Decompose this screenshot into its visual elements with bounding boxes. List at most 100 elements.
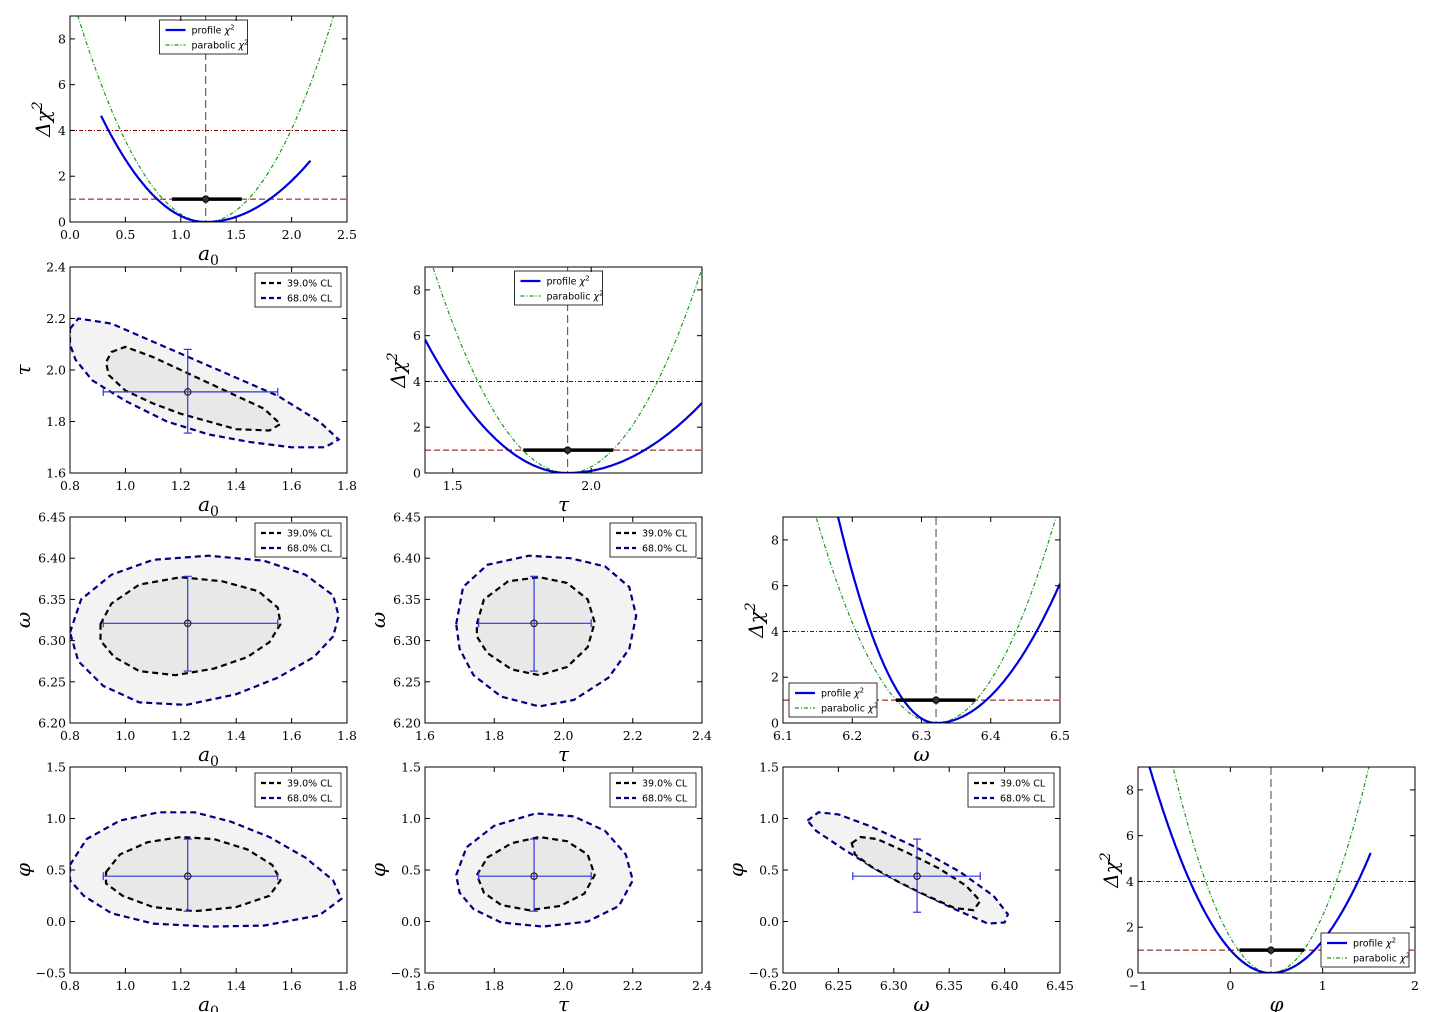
x-tick-label: 2.2 — [623, 728, 643, 743]
x-axis-label: a0 — [198, 992, 219, 1012]
x-tick-label: 1.4 — [226, 978, 246, 993]
y-tick-label: 1.5 — [46, 760, 66, 775]
x-tick-label: 1.8 — [484, 728, 504, 743]
legend-label-39: 39.0% CL — [1000, 779, 1046, 790]
panel-c-tau-omega: 39.0% CL 68.0% CL 1.6 1.8 2.0 2.2 2.4 6.20 6.25 6… — [366, 510, 712, 767]
x-tick-label: 1.0 — [115, 978, 135, 993]
profile-chi2-curve — [100, 115, 312, 222]
x-tick-label: 6.30 — [880, 978, 908, 993]
x-axis-label: τ — [558, 992, 570, 1012]
x-tick-label: 2.2 — [623, 978, 643, 993]
x-tick-label: 1.8 — [337, 478, 357, 493]
y-tick-label: −0.5 — [36, 966, 66, 981]
parabolic-chi2-curve — [1172, 767, 1370, 973]
x-tick-label: 2 — [1411, 978, 1419, 993]
best-fit-point — [530, 872, 538, 880]
legend-label-parabolic: parabolic χ2 — [192, 39, 249, 52]
x-tick-label: 0.0 — [60, 227, 80, 242]
y-tick-label: 6.25 — [393, 674, 421, 689]
y-tick-label: 6.20 — [393, 716, 421, 731]
profile-chi2-curve — [1148, 767, 1372, 973]
y-tick-label: 6 — [771, 578, 779, 593]
panel-p-omega: profile χ2 parabolic χ2 6.1 6.2 6.3 6.4 6.5 0 2 4… — [743, 516, 1070, 766]
profile-chi2-curve — [425, 338, 702, 473]
legend-label-parabolic: parabolic χ2 — [821, 702, 878, 715]
y-axis-label: ω — [11, 612, 35, 628]
x-tick-label: 1.4 — [226, 728, 246, 743]
y-tick-label: 4 — [413, 374, 421, 389]
y-tick-label: 0.5 — [759, 863, 779, 878]
best-fit-point — [563, 446, 572, 454]
y-tick-label: 2 — [771, 670, 779, 685]
x-axis-label: a0 — [198, 492, 219, 520]
legend-box — [254, 772, 342, 808]
legend-label-profile: profile χ2 — [192, 24, 235, 37]
legend-label-68: 68.0% CL — [1000, 794, 1046, 805]
legend: profile χ2 parabolic χ2 — [514, 270, 604, 306]
y-tick-label: 1.0 — [759, 811, 779, 826]
y-tick-label: 6.25 — [38, 674, 66, 689]
y-axis-label: φ — [11, 863, 35, 877]
y-tick-label: 1.6 — [46, 466, 66, 481]
plot-area — [70, 811, 343, 928]
panel-c-a0-phi: 39.0% CL 68.0% CL 0.8 1.0 1.2 1.4 1.6 1.8 −0.5 0.… — [11, 760, 357, 1012]
best-fit-point — [202, 195, 210, 203]
y-tick-label: 2.0 — [46, 363, 66, 378]
x-tick-label: 1.0 — [171, 227, 191, 242]
x-axis-label: τ — [558, 492, 570, 516]
legend-box — [609, 772, 697, 808]
panel-p-a0: profile χ2 parabolic χ2 0.0 0.5 1.0 1.5 2.0 2.5… — [30, 15, 357, 269]
y-tick-label: 4 — [1126, 874, 1134, 889]
axes-frame — [69, 15, 348, 223]
legend-box — [788, 682, 878, 718]
y-axis-label: φ — [724, 863, 748, 877]
legend-box — [159, 19, 248, 55]
legend: profile χ2 parabolic χ2 — [788, 682, 878, 718]
parabolic-chi2-curve — [77, 16, 335, 222]
x-tick-label: 6.25 — [824, 978, 852, 993]
legend: 39.0% CL 68.0% CL — [254, 772, 342, 808]
x-axis-label: a0 — [198, 742, 219, 770]
legend-label-profile: profile χ2 — [821, 687, 864, 700]
x-tick-label: 1.8 — [337, 978, 357, 993]
y-tick-label: −0.5 — [749, 966, 779, 981]
x-tick-label: 2.0 — [554, 728, 574, 743]
axes-frame — [1137, 766, 1416, 974]
legend-label-68: 68.0% CL — [642, 544, 688, 555]
legend-box — [967, 772, 1055, 808]
best-fit-point — [1267, 946, 1275, 954]
y-tick-label: 6.40 — [38, 551, 66, 566]
contour-39-cl — [104, 835, 282, 913]
legend: 39.0% CL 68.0% CL — [967, 772, 1055, 808]
x-tick-label: 1.8 — [337, 728, 357, 743]
legend-label-39: 39.0% CL — [642, 529, 688, 540]
plot-area — [70, 16, 347, 222]
y-tick-label: 6.20 — [38, 716, 66, 731]
best-fit-point — [932, 696, 940, 704]
parabolic-chi2-curve — [815, 517, 1057, 723]
legend-box — [1320, 932, 1410, 968]
y-axis-label: φ — [366, 863, 390, 877]
plot-area — [805, 811, 1010, 925]
x-tick-label: 1.8 — [484, 978, 504, 993]
x-tick-label: 1.6 — [282, 978, 302, 993]
y-tick-label: 6.45 — [393, 510, 421, 525]
y-tick-label: 2.4 — [46, 260, 66, 275]
y-tick-label: 1.0 — [401, 811, 421, 826]
x-tick-label: 6.2 — [842, 728, 862, 743]
x-tick-label: 6.3 — [912, 728, 932, 743]
legend-box — [254, 272, 342, 308]
panel-c-a0-omega: 39.0% CL 68.0% CL 0.8 1.0 1.2 1.4 1.6 1.8 6.20 6.… — [11, 510, 357, 771]
y-axis-label: Δχ2 — [30, 101, 55, 138]
best-fit-point — [183, 619, 192, 628]
legend: 39.0% CL 68.0% CL — [254, 522, 342, 558]
x-tick-label: 1.6 — [282, 728, 302, 743]
x-axis-label: φ — [1269, 992, 1283, 1012]
x-tick-label: 6.35 — [935, 978, 963, 993]
legend-label-39: 39.0% CL — [287, 529, 333, 540]
panel-c-tau-phi: 39.0% CL 68.0% CL 1.6 1.8 2.0 2.2 2.4 −0.5 0.0 0.… — [366, 760, 712, 1012]
best-fit-point — [183, 388, 192, 396]
profile-chi2-curve — [836, 517, 1060, 723]
best-fit-point — [183, 872, 192, 880]
legend-label-profile: profile χ2 — [1353, 937, 1396, 950]
